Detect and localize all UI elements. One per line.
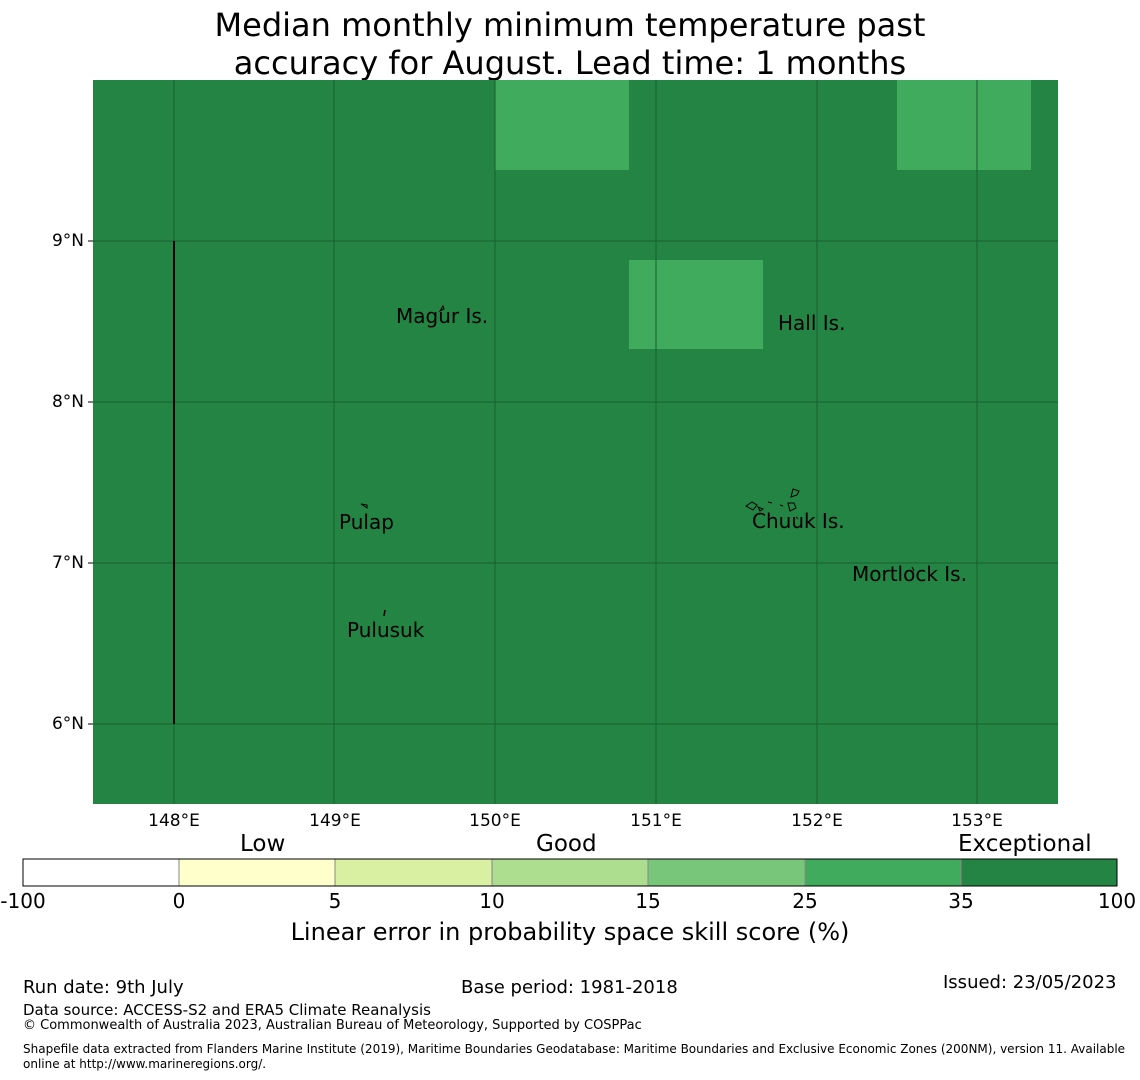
- colorbar-tick: 100: [1097, 889, 1137, 913]
- island-outline: [745, 501, 758, 511]
- colorbar-category-good: Good: [536, 831, 597, 857]
- island-outline: [911, 566, 915, 572]
- colorbar-segment-good: [492, 859, 648, 886]
- place-label-pulap: Pulap: [339, 510, 394, 534]
- lon-label-152e: 152°E: [791, 811, 843, 831]
- shapefile-credit-line1: Shapefile data extracted from Flanders M…: [23, 1042, 1126, 1056]
- place-label-magur: Magur Is.: [396, 304, 489, 328]
- place-label-hall: Hall Is.: [778, 311, 846, 335]
- skill-cell: [629, 260, 763, 349]
- colorbar-category-exceptional: Exceptional: [958, 831, 1092, 857]
- lon-label-150e: 150°E: [469, 811, 521, 831]
- map-title-line2: accuracy for August. Lead time: 1 months: [233, 44, 907, 82]
- copyright: © Commonwealth of Australia 2023, Austra…: [23, 1018, 642, 1033]
- lat-label-8n: 8°N: [51, 392, 84, 412]
- colorbar-segment-high: [805, 859, 961, 886]
- colorbar-dividers: [178, 859, 962, 886]
- data-source: Data source: ACCESS-S2 and ERA5 Climate …: [23, 1001, 431, 1019]
- map-gridlines: [93, 80, 1058, 804]
- lat-label-7n: 7°N: [51, 553, 84, 573]
- colorbar-segment-good-high: [648, 859, 805, 886]
- skill-cell: [897, 80, 1031, 170]
- lon-label-148e: 148°E: [148, 811, 200, 831]
- island-outline: [360, 503, 368, 509]
- lat-label-9n: 9°N: [51, 231, 84, 251]
- run-date: Run date: 9th July: [23, 977, 184, 998]
- lon-label-153e: 153°E: [951, 811, 1003, 831]
- place-label-chuuk: Chuuk Is.: [752, 509, 845, 533]
- lon-label-151e: 151°E: [630, 811, 682, 831]
- shapefile-credit-line2: online at http://www.marineregions.org/.: [23, 1057, 267, 1071]
- place-label-pulusuk: Pulusuk: [347, 618, 425, 642]
- island-outline: [790, 488, 800, 498]
- island-outline: [779, 504, 784, 507]
- colorbar-tick: -100: [0, 889, 46, 913]
- colorbar-segment-exceptional: [961, 859, 1117, 886]
- colorbar: [22, 858, 1118, 887]
- colorbar-segment-low: [179, 859, 335, 886]
- lon-label-149e: 149°E: [309, 811, 361, 831]
- island-outline: [756, 506, 765, 512]
- place-label-mortlock: Mortlock Is.: [852, 562, 967, 586]
- island-outline: [383, 609, 386, 617]
- island-group-outline: [745, 488, 915, 572]
- axis-ticks: [88, 240, 93, 725]
- skill-cell: [495, 80, 629, 170]
- island-outline: [787, 502, 797, 512]
- colorbar-segment-white: [23, 859, 179, 886]
- island-outline: [767, 501, 773, 504]
- map-title-line1: Median monthly minimum temperature past: [214, 6, 926, 44]
- colorbar-tick: 10: [479, 889, 505, 913]
- island-outline: [795, 516, 799, 520]
- lat-label-6n: 6°N: [51, 714, 84, 734]
- colorbar-tick: 35: [948, 889, 974, 913]
- colorbar-segment-low-good: [335, 859, 492, 886]
- island-outline: [438, 304, 445, 313]
- colorbar-tick: 0: [172, 889, 186, 913]
- colorbar-tick: 25: [792, 889, 818, 913]
- colorbar-tick: 15: [635, 889, 661, 913]
- colorbar-outline: [22, 858, 1118, 887]
- colorbar-label: Linear error in probability space skill …: [290, 918, 850, 946]
- colorbar-tick: 5: [328, 889, 342, 913]
- base-period: Base period: 1981-2018: [461, 977, 678, 998]
- map-panel: [93, 80, 1058, 804]
- colorbar-category-low: Low: [240, 831, 286, 857]
- issued-date: Issued: 23/05/2023: [943, 972, 1117, 993]
